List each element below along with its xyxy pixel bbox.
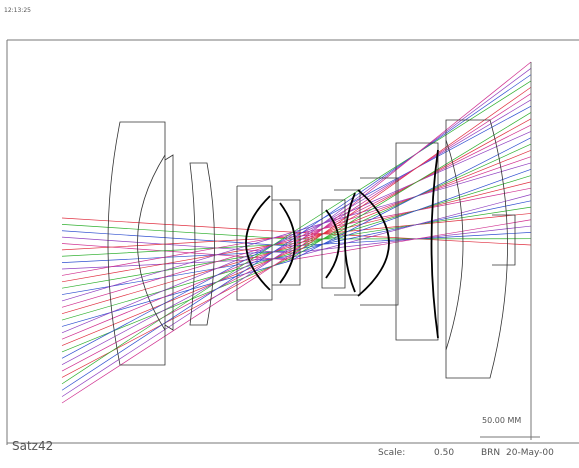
ray — [62, 176, 531, 289]
ray — [62, 231, 531, 246]
scale-value: 0.50 — [434, 448, 454, 458]
initials: BRN — [481, 448, 500, 458]
design-name: Satz42 — [12, 439, 53, 453]
page: 12:13:25 50.00 MM Satz42 Scale: 0.50 BRN… — [0, 0, 579, 468]
rays — [62, 62, 531, 403]
date: 20-May-00 — [506, 448, 554, 458]
scale-bar-label: 50.00 MM — [482, 416, 521, 425]
ray — [62, 106, 531, 358]
scale-label: Scale: — [378, 448, 405, 458]
timestamp: 12:13:25 — [4, 7, 31, 14]
